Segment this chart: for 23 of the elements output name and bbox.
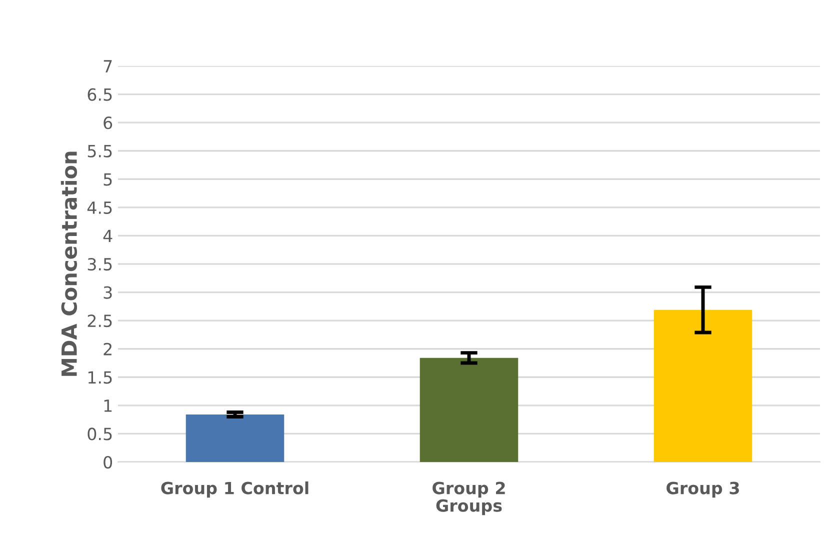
y-tick-label: 0 [104, 456, 112, 469]
y-tick-label: 6.5 [88, 88, 112, 101]
x-tick-label: Group 3 [666, 482, 739, 498]
bar [420, 358, 518, 462]
y-tick-label: 5 [104, 173, 112, 186]
y-tick-label: 6 [104, 116, 112, 130]
y-tick-label: 0.5 [88, 428, 112, 440]
y-tick-label: 2 [104, 342, 112, 356]
y-tick-label: 3 [104, 286, 112, 299]
x-axis-title: Groups [436, 499, 502, 516]
y-tick-label: 3.5 [88, 258, 112, 271]
x-tick-label: Group 1 Control [161, 481, 308, 498]
y-tick-label: 7 [104, 60, 112, 72]
y-tick-label: 2.5 [88, 314, 112, 328]
y-axis-title: MDA Concentration [60, 152, 78, 376]
bar [654, 310, 752, 462]
y-tick-label: 4 [103, 230, 112, 242]
bar [186, 414, 284, 462]
y-tick-label: 1 [104, 400, 112, 412]
y-tick-label: 5.5 [88, 145, 112, 158]
x-tick-label: Group 2 [432, 482, 505, 498]
y-tick-label: 4.5 [87, 202, 112, 214]
y-tick-label: 1.5 [88, 371, 112, 384]
